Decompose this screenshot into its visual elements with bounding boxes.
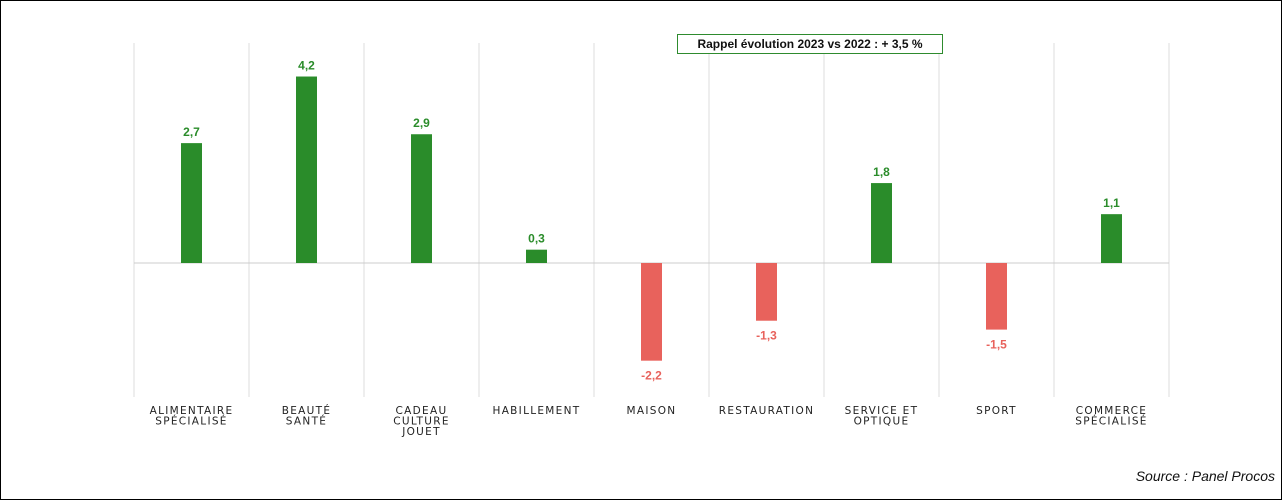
source-note: Source : Panel Procos xyxy=(1135,468,1275,484)
category-label: JOUET xyxy=(401,426,441,438)
bar xyxy=(871,183,892,263)
value-label: 4,2 xyxy=(298,59,315,73)
category-label: BEAUTÉ xyxy=(282,404,332,417)
value-label: 2,9 xyxy=(413,116,430,130)
value-label: 1,8 xyxy=(873,165,890,179)
bar xyxy=(296,76,317,264)
bar xyxy=(986,263,1007,330)
value-label: 0,3 xyxy=(528,232,545,246)
category-label: CADEAU xyxy=(396,405,448,417)
value-label: 2,7 xyxy=(183,125,200,139)
bar xyxy=(181,143,202,263)
category-label: OPTIQUE xyxy=(854,416,910,428)
annotation-box: Rappel évolution 2023 vs 2022 : + 3,5 % xyxy=(677,34,943,54)
category-label: SERVICE ET xyxy=(845,405,919,417)
bar xyxy=(526,249,547,263)
value-label: -2,2 xyxy=(641,369,662,383)
category-label: SPÉCIALISÉ xyxy=(1075,415,1148,428)
category-label: SPORT xyxy=(976,405,1017,417)
value-label: -1,5 xyxy=(986,338,1007,352)
category-label: ALIMENTAIRE xyxy=(150,405,234,417)
category-label: CULTURE xyxy=(393,416,450,428)
value-label: 1,1 xyxy=(1103,196,1120,210)
bar xyxy=(411,134,432,263)
category-label: SANTÉ xyxy=(286,415,327,428)
bar xyxy=(641,263,662,361)
category-label: COMMERCE xyxy=(1076,405,1148,417)
value-label: -1,3 xyxy=(756,329,777,343)
bar xyxy=(756,263,777,321)
category-label: MAISON xyxy=(627,405,677,417)
category-label: SPÉCIALISÉ xyxy=(155,415,228,428)
bar xyxy=(1101,214,1122,263)
category-label: HABILLEMENT xyxy=(493,405,581,417)
category-label: RESTAURATION xyxy=(719,405,815,417)
